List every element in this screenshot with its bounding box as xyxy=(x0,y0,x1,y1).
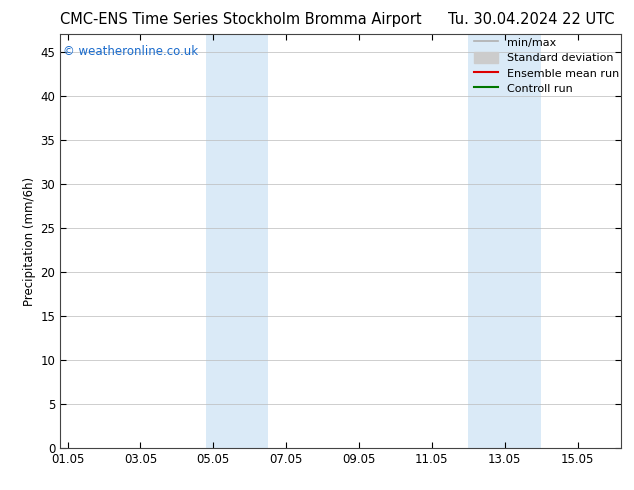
Text: CMC-ENS Time Series Stockholm Bromma Airport: CMC-ENS Time Series Stockholm Bromma Air… xyxy=(60,12,422,27)
Text: Tu. 30.04.2024 22 UTC: Tu. 30.04.2024 22 UTC xyxy=(448,12,615,27)
Bar xyxy=(206,34,268,448)
Bar xyxy=(469,34,541,448)
Legend: min/max, Standard deviation, Ensemble mean run, Controll run: min/max, Standard deviation, Ensemble me… xyxy=(474,37,619,94)
Y-axis label: Precipitation (mm/6h): Precipitation (mm/6h) xyxy=(23,177,36,306)
Text: © weatheronline.co.uk: © weatheronline.co.uk xyxy=(63,45,198,58)
